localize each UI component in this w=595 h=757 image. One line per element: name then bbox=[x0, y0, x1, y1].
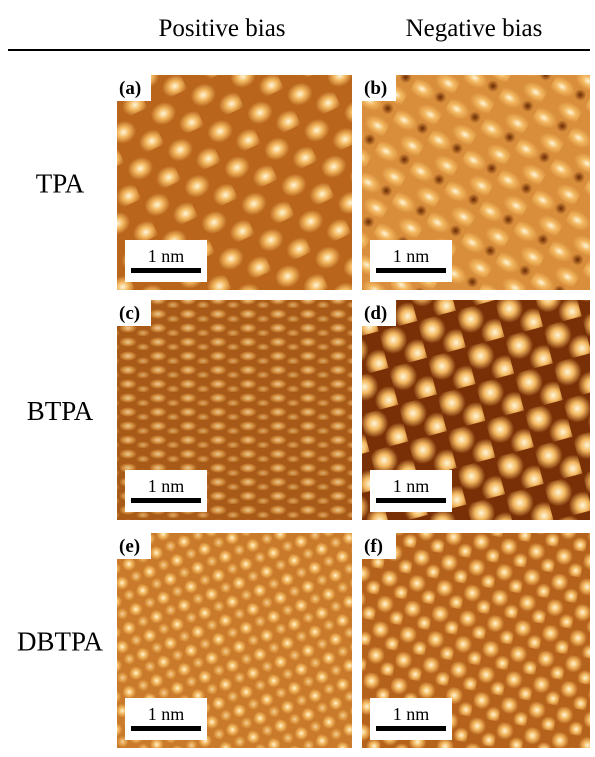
scale-bar bbox=[131, 268, 201, 273]
row-label: TPA bbox=[36, 169, 85, 199]
panel-label: (f) bbox=[364, 536, 383, 557]
panel-label: (d) bbox=[364, 303, 387, 324]
panel-label: (a) bbox=[119, 78, 141, 99]
stm-panel: (b) 1 nm bbox=[362, 75, 590, 290]
panel-label: (b) bbox=[364, 78, 387, 99]
scale-bar-label: 1 nm bbox=[393, 704, 430, 724]
scale-bar-label: 1 nm bbox=[393, 246, 430, 266]
column-header: Positive bias bbox=[158, 15, 285, 42]
scale-bar bbox=[131, 726, 201, 731]
scale-bar-label: 1 nm bbox=[148, 476, 185, 496]
row-label: BTPA bbox=[27, 396, 94, 426]
scale-bar-label: 1 nm bbox=[393, 476, 430, 496]
stm-panel: (c) 1 nm bbox=[117, 300, 352, 520]
scale-bar-label: 1 nm bbox=[148, 704, 185, 724]
panel-label: (c) bbox=[119, 303, 140, 324]
stm-panel: (a) 1 nm bbox=[117, 75, 352, 290]
column-header: Negative bias bbox=[406, 15, 543, 42]
stm-panel: (d) 1 nm bbox=[362, 300, 590, 520]
panel-label: (e) bbox=[119, 536, 140, 557]
row-label: DBTPA bbox=[17, 627, 104, 657]
scale-bar bbox=[131, 498, 201, 503]
scale-bar bbox=[376, 268, 446, 273]
panel-grid: TPA (a) 1 nm (b) 1 nm BTPA (c) 1 nm (d) 1 nm DBTPA… bbox=[17, 75, 590, 748]
scale-bar-label: 1 nm bbox=[148, 246, 185, 266]
scale-bar bbox=[376, 498, 446, 503]
stm-panel: (e) 1 nm bbox=[117, 533, 352, 748]
scale-bar bbox=[376, 726, 446, 731]
stm-panel: (f) 1 nm bbox=[362, 533, 590, 748]
figure: Positive bias Negative bias TPA(a)1 nm(b… bbox=[0, 0, 595, 757]
